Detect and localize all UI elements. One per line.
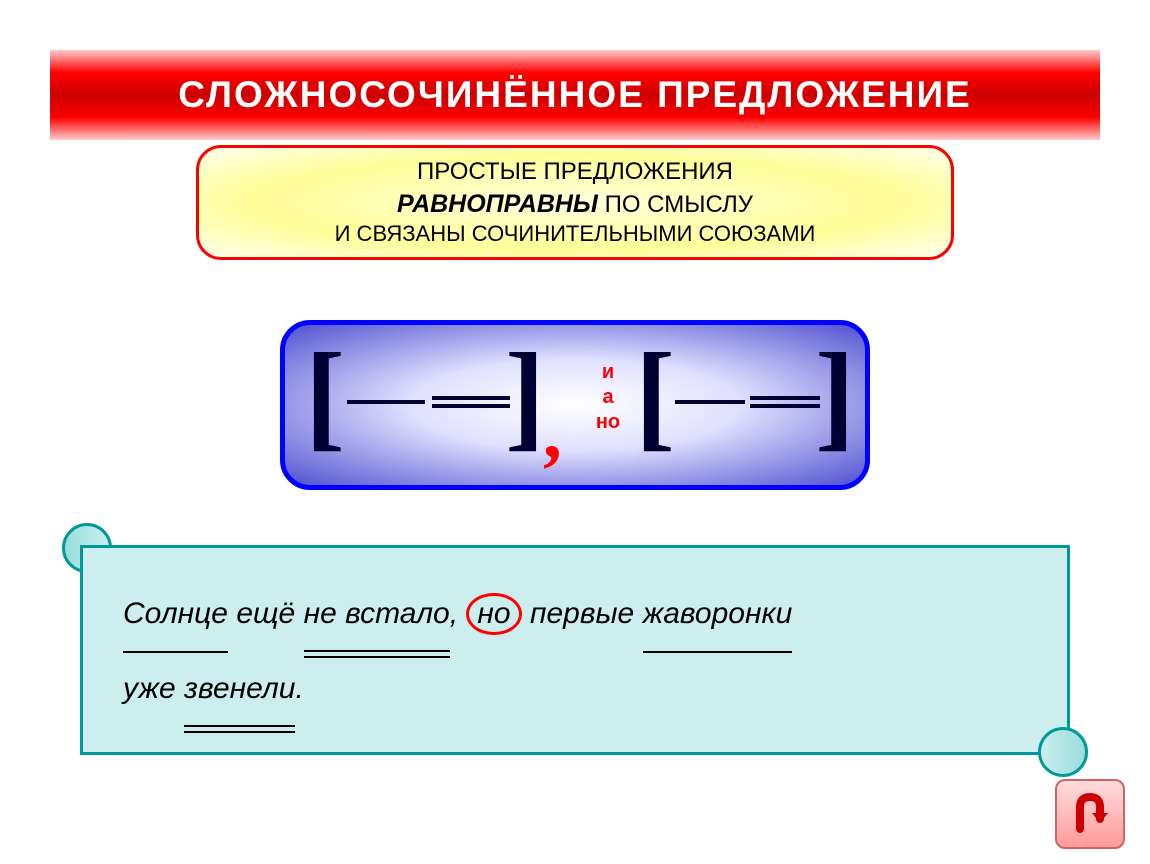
subject-line-2 bbox=[675, 400, 745, 404]
u-turn-icon bbox=[1065, 789, 1115, 839]
ex-subject-1: Солнце bbox=[123, 578, 228, 653]
schema-box: [ ] , и а но [ ] bbox=[280, 320, 870, 490]
ex-word-2: ещё bbox=[236, 578, 295, 650]
subtitle-box: ПРОСТЫЕ ПРЕДЛОЖЕНИЯ РАВНОПРАВНЫ ПО СМЫСЛ… bbox=[196, 145, 954, 260]
title-text: СЛОЖНОСОЧИНЁННОЕ ПРЕДЛОЖЕНИЕ bbox=[178, 74, 972, 116]
predicate-line-1a bbox=[432, 396, 510, 400]
ex-period: . bbox=[295, 672, 303, 705]
conj-i: и bbox=[583, 360, 633, 385]
ex-comma: , bbox=[450, 597, 458, 630]
scroll-curl-right bbox=[1038, 727, 1088, 777]
predicate-line-2b bbox=[750, 404, 820, 408]
subtitle-bold: РАВНОПРАВНЫ bbox=[397, 190, 598, 218]
schema-inner: [ ] , и а но [ ] bbox=[295, 330, 855, 480]
back-button[interactable] bbox=[1055, 779, 1125, 849]
conj-no: но bbox=[583, 410, 633, 435]
ex-word-7: уже bbox=[123, 653, 176, 725]
ex-conjunction: но bbox=[466, 593, 521, 635]
ex-word-5: первые bbox=[530, 578, 634, 650]
schema-comma: , bbox=[543, 390, 562, 476]
example-body: Солнце ещё не встало, но первые жаворонк… bbox=[80, 545, 1070, 755]
ex-subject-2: жаворонки bbox=[643, 578, 793, 653]
predicate-line-1b bbox=[432, 404, 510, 408]
subject-line-1 bbox=[347, 400, 425, 404]
example-scroll: Солнце ещё не встало, но первые жаворонк… bbox=[50, 535, 1100, 765]
bracket-open-1: [ bbox=[305, 335, 345, 455]
conj-a: а bbox=[583, 385, 633, 410]
subtitle-line3: И СВЯЗАНЫ СОЧИНИТЕЛЬНЫМИ СОЮЗАМИ bbox=[335, 220, 816, 249]
bracket-close-1: ] bbox=[505, 335, 545, 455]
subtitle-line2: РАВНОПРАВНЫ ПО СМЫСЛУ bbox=[397, 188, 753, 221]
conjunction-list: и а но bbox=[583, 360, 633, 435]
predicate-line-2a bbox=[750, 396, 820, 400]
title-banner: СЛОЖНОСОЧИНЁННОЕ ПРЕДЛОЖЕНИЕ bbox=[50, 50, 1100, 140]
subtitle-line1: ПРОСТЫЕ ПРЕДЛОЖЕНИЯ bbox=[417, 156, 733, 187]
ex-predicate-1: не встало bbox=[304, 578, 450, 650]
bracket-open-2: [ bbox=[635, 335, 675, 455]
ex-predicate-2: звенели bbox=[184, 653, 295, 725]
subtitle-line2-rest: ПО СМЫСЛУ bbox=[598, 191, 753, 218]
bracket-close-2: ] bbox=[815, 335, 855, 455]
